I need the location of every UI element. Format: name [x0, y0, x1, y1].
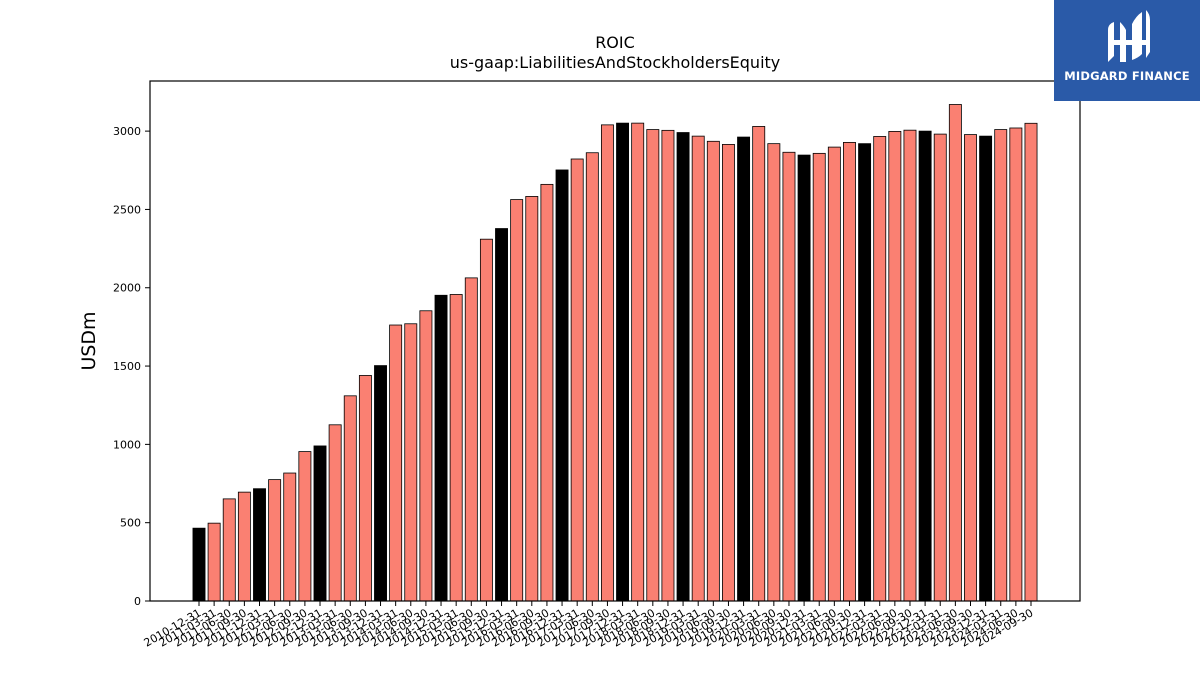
- bar-2022-06-30: [888, 131, 902, 602]
- bar-2015-09-30: [479, 238, 493, 602]
- bar-2015-03-31: [449, 294, 463, 602]
- bar-2018-09-30: [661, 129, 675, 602]
- bar-2013-03-31: [328, 424, 342, 602]
- bar-2019-12-31: [737, 136, 751, 602]
- chart-subtitle: us-gaap:LiabilitiesAndStockholdersEquity: [450, 53, 781, 72]
- bar-2014-09-30: [419, 310, 433, 602]
- bar-2023-06-30: [948, 104, 962, 602]
- bar-2023-09-30: [964, 134, 977, 602]
- bar-2012-06-30: [283, 472, 297, 602]
- bar-2017-06-30: [585, 152, 599, 602]
- y-tick-label-1000: 1000: [113, 438, 141, 451]
- bar-2017-03-31: [570, 158, 584, 602]
- bar-2023-03-31: [933, 133, 947, 602]
- bar-2019-06-30: [706, 140, 720, 602]
- bar-2022-03-31: [873, 136, 887, 602]
- bar-2017-12-31: [616, 122, 630, 602]
- bar-2014-03-31: [389, 324, 403, 602]
- bar-2018-06-30: [646, 129, 660, 602]
- bar-2011-06-30: [222, 498, 236, 602]
- bar-2012-09-30: [298, 451, 312, 602]
- bar-2021-06-30: [827, 146, 841, 602]
- bar-2012-03-31: [268, 479, 282, 602]
- bar-2011-12-31: [253, 488, 266, 602]
- bar-2021-12-31: [858, 143, 872, 602]
- bar-2016-06-30: [525, 196, 539, 602]
- bar-2024-09-30: [1024, 122, 1038, 602]
- chart-title: ROIC: [595, 33, 635, 52]
- bar-2016-03-31: [510, 199, 524, 602]
- y-tick-label-500: 500: [120, 517, 141, 530]
- bar-2014-12-31: [434, 294, 448, 602]
- brand-name: MIDGARD FINANCE: [1064, 69, 1190, 83]
- bar-2020-09-30: [782, 151, 796, 602]
- y-tick-label-1500: 1500: [113, 360, 141, 373]
- bar-2012-12-31: [313, 445, 327, 602]
- plot-frame: [149, 80, 1081, 602]
- bar-2020-03-31: [752, 126, 766, 602]
- bar-2020-06-30: [767, 143, 781, 602]
- bar-2021-03-31: [812, 152, 826, 602]
- y-tick-label-3000: 3000: [113, 125, 141, 138]
- bar-2023-12-31: [979, 135, 993, 602]
- bar-2022-12-31: [918, 130, 932, 602]
- bar-2016-12-31: [555, 169, 569, 602]
- bar-2019-03-31: [691, 135, 705, 602]
- y-tick-label-2000: 2000: [113, 282, 141, 295]
- bar-2022-09-30: [903, 129, 917, 602]
- bar-2016-09-30: [540, 183, 554, 602]
- bar-2015-12-31: [495, 228, 508, 602]
- bar-2024-06-30: [1009, 127, 1023, 602]
- bar-2013-09-30: [358, 375, 372, 602]
- y-tick-label-2500: 2500: [113, 203, 141, 216]
- bar-2013-06-30: [343, 395, 357, 602]
- bar-2024-03-31: [994, 129, 1008, 602]
- bar-2011-03-31: [207, 522, 221, 602]
- y-axis-label: USDm: [78, 311, 100, 370]
- bar-2019-09-30: [722, 144, 735, 602]
- brand-logo: MIDGARD FINANCE: [1054, 0, 1200, 101]
- bar-2020-12-31: [797, 154, 811, 602]
- bar-2010-12-31: [192, 527, 206, 602]
- bar-2021-09-30: [843, 141, 856, 602]
- midgard-logo-icon: [1108, 10, 1150, 62]
- bar-2014-06-30: [404, 323, 418, 602]
- bar-2015-06-30: [464, 277, 478, 602]
- bar-2013-12-31: [374, 365, 387, 602]
- bar-2011-09-30: [237, 491, 251, 602]
- bar-2018-03-31: [631, 122, 645, 602]
- y-tick-label-0: 0: [134, 595, 141, 608]
- bar-2018-12-31: [676, 132, 690, 602]
- bar-2017-09-30: [600, 124, 614, 602]
